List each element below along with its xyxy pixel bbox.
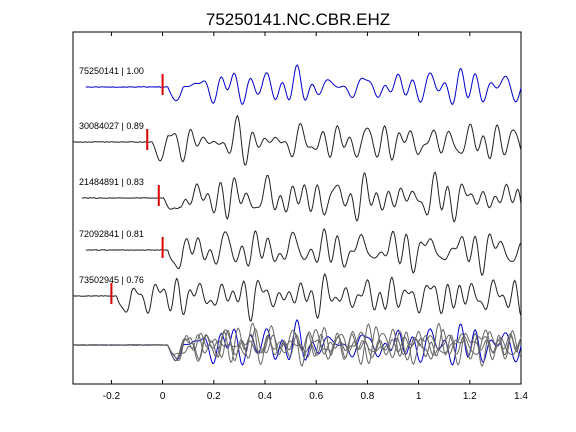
trace-label: 75250141 | 1.00 [79, 66, 144, 76]
stack-trace-line [72, 325, 522, 367]
x-tick-label: -0.2 [103, 391, 121, 402]
x-tick-label: 1.4 [514, 391, 528, 402]
trace-label: 30084027 | 0.89 [79, 121, 144, 131]
trace-line [85, 227, 522, 276]
traces [72, 64, 522, 322]
x-tick-label: 0.4 [258, 391, 272, 402]
trace-label: 73502945 | 0.76 [79, 275, 144, 285]
x-tick-label: 1 [416, 391, 422, 402]
trace-line [72, 272, 522, 322]
x-axis: -0.2 0 0.2 0.4 0.6 0.8 1 1.2 1.4 [103, 32, 528, 402]
trace-label: 72092841 | 0.81 [79, 229, 144, 239]
trace-labels: 75250141 | 1.00 30084027 | 0.89 21484891 |… [79, 66, 144, 285]
trace-line [81, 171, 522, 223]
chart-title: 75250141.NC.CBR.EHZ [206, 10, 390, 29]
x-tick-label: 0.6 [309, 391, 323, 402]
trace-line [85, 64, 522, 106]
overlay-stack [72, 318, 522, 367]
trace-label: 21484891 | 0.83 [79, 177, 144, 187]
x-tick-label: 0 [160, 391, 166, 402]
x-tick-label: 1.2 [463, 391, 477, 402]
plot-frame [72, 31, 522, 385]
x-tick-label: 0.2 [207, 391, 221, 402]
x-tick-label: 0.8 [360, 391, 374, 402]
